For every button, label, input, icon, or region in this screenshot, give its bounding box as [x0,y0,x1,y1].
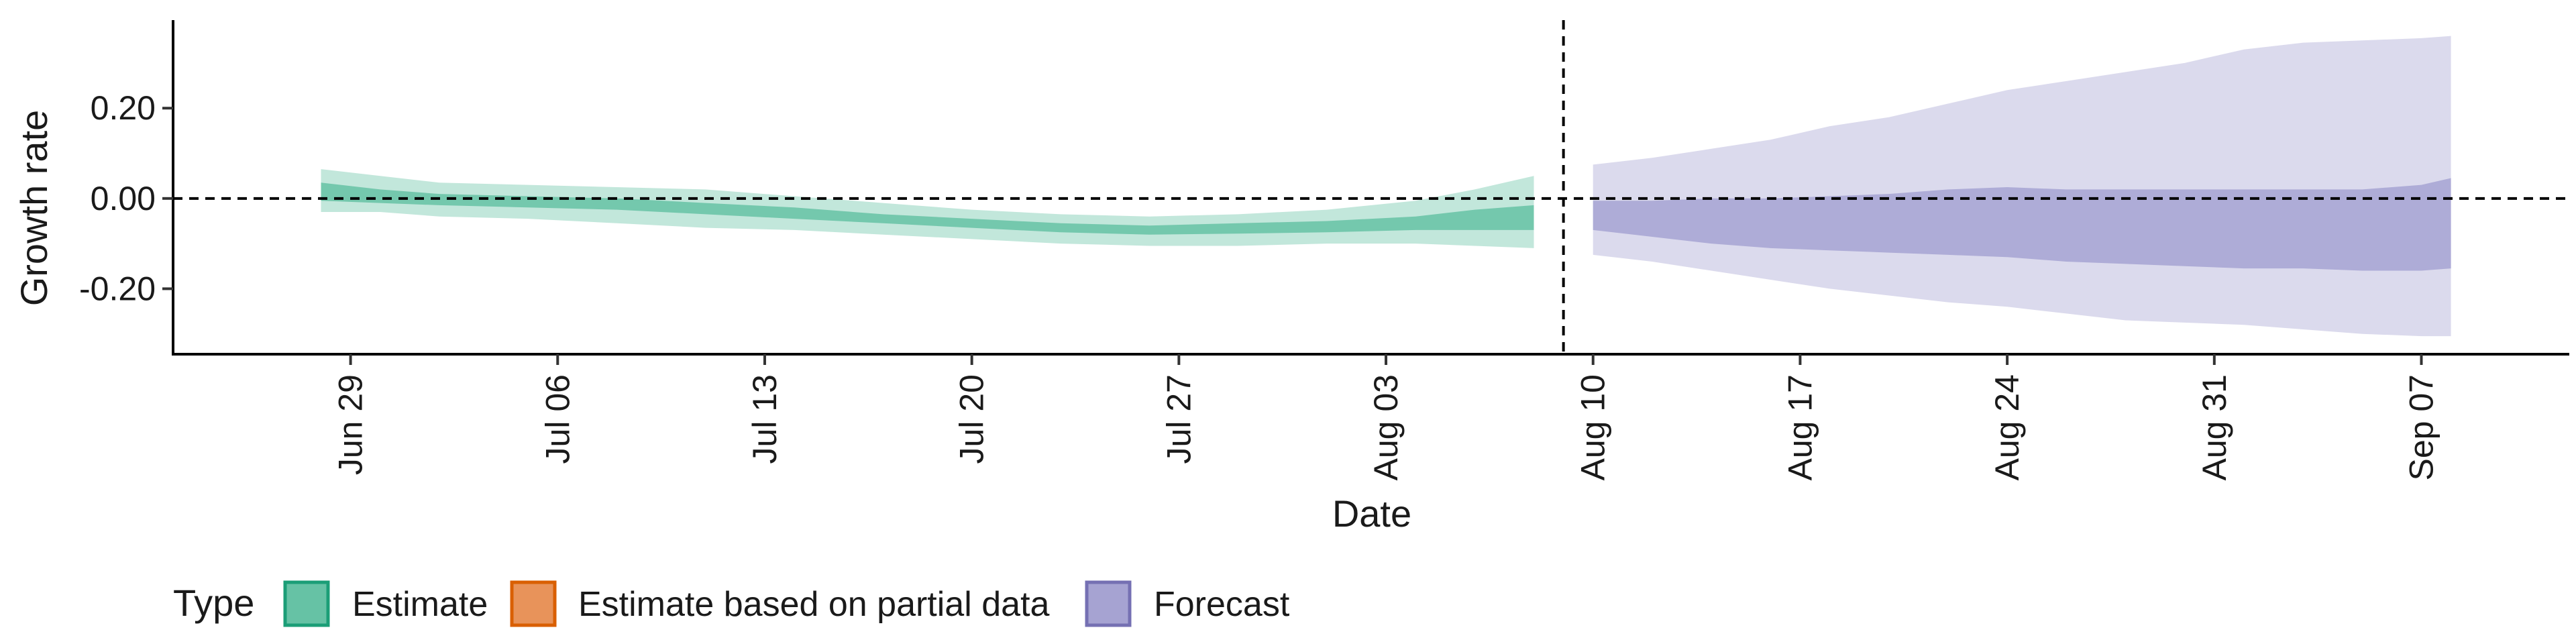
legend-title: Type [173,582,254,624]
y-tick-label: 0.20 [91,89,156,127]
estimate-inner-band [321,182,1534,235]
legend: Type Estimate Estimate based on partial da… [173,580,1290,627]
estimate-outer-band [321,169,1534,248]
x-tick-label: Aug 31 [2196,374,2233,480]
reference-lines [173,20,2569,354]
legend-key-estimate [283,580,330,627]
x-tick-label: Aug 24 [1988,374,2026,480]
y-tick-label: -0.20 [79,270,156,307]
x-tick-label: Aug 17 [1781,374,1819,480]
x-tick-label: Jul 13 [746,374,784,464]
x-axis-title: Date [1332,492,1411,535]
x-tick-label: Sep 07 [2403,374,2440,480]
x-tick-label: Jul 06 [539,374,576,464]
y-axis-title: Growth rate [13,110,55,307]
legend-key-estimate-based-on-partial-data [510,580,557,627]
y-tick-label: 0.00 [91,180,156,217]
x-tick-label: Jul 27 [1160,374,1197,464]
x-tick-label: Jul 20 [953,374,991,464]
bands-layer [321,36,2451,337]
legend-label-estimate: Estimate [352,585,488,624]
x-tick-label: Jun 29 [332,374,370,475]
legend-label-estimate-based-on-partial-data: Estimate based on partial data [578,585,1050,624]
forecast-outer-band [1593,36,2451,337]
axes-layer: -0.20 0.00 0.20 Jun 29 Jul 06 Jul 13 Jul 20 Jul… [79,20,2569,480]
x-tick-label: Aug 10 [1574,374,1612,480]
legend-key-forecast [1085,580,1132,627]
forecast-inner-band [1593,178,2451,271]
legend-label-forecast: Forecast [1154,585,1290,624]
x-tick-label: Aug 03 [1367,374,1405,480]
